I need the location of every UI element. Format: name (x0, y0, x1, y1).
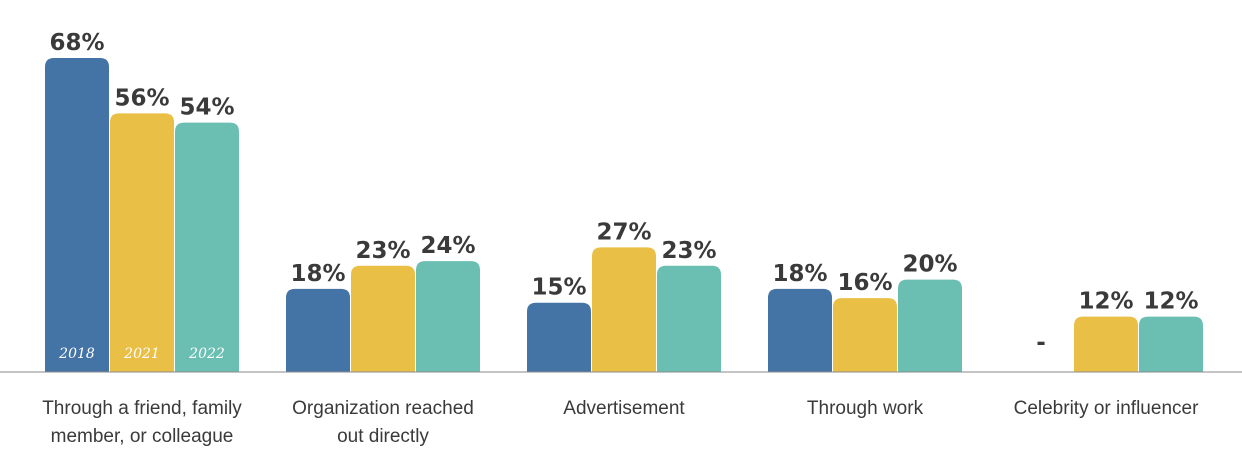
bar (175, 122, 239, 372)
bar (45, 58, 109, 372)
value-label: 54% (179, 95, 234, 121)
bar (286, 288, 350, 372)
bar (592, 247, 656, 372)
bar (768, 288, 832, 372)
category-label: Through work (807, 398, 924, 419)
value-label: 20% (902, 252, 957, 278)
bar (416, 261, 480, 372)
value-label: 23% (355, 238, 410, 264)
value-label: 24% (420, 233, 475, 259)
bar (351, 265, 415, 372)
value-label-missing: - (1036, 330, 1046, 356)
value-label: 18% (290, 261, 345, 287)
category-label: Celebrity or influencer (1014, 398, 1199, 419)
category-label: out directly (337, 426, 429, 447)
value-label: 68% (49, 30, 104, 56)
bars-layer (45, 58, 1203, 372)
series-year-label: 2018 (58, 346, 95, 362)
bar (1074, 316, 1138, 372)
value-label: 12% (1078, 289, 1133, 315)
value-label: 23% (661, 238, 716, 264)
value-label: 16% (837, 270, 892, 296)
value-label: 18% (772, 261, 827, 287)
bar (833, 298, 897, 372)
value-label: 27% (596, 219, 651, 245)
series-year-label: 2022 (188, 346, 225, 362)
category-label: Advertisement (563, 398, 685, 419)
bar (110, 113, 174, 372)
category-label: Through a friend, family (42, 398, 242, 419)
category-labels-layer: Through a friend, family member, or colle… (42, 398, 1199, 447)
category-label: Organization reached (292, 398, 474, 419)
series-year-labels-layer: 2018 2021 2022 (58, 346, 225, 362)
bar (527, 302, 591, 372)
category-label: member, or colleague (51, 426, 234, 447)
value-label: 12% (1143, 289, 1198, 315)
value-labels-layer: 68% 56% 54% 18% 23% 24% 15% 27% 23% 18% 16% 20% - 12%… (49, 30, 1198, 356)
bar (898, 279, 962, 372)
value-label: 15% (531, 275, 586, 301)
bar (657, 265, 721, 372)
series-year-label: 2021 (123, 346, 160, 362)
bar (1139, 316, 1203, 372)
value-label: 56% (114, 85, 169, 111)
